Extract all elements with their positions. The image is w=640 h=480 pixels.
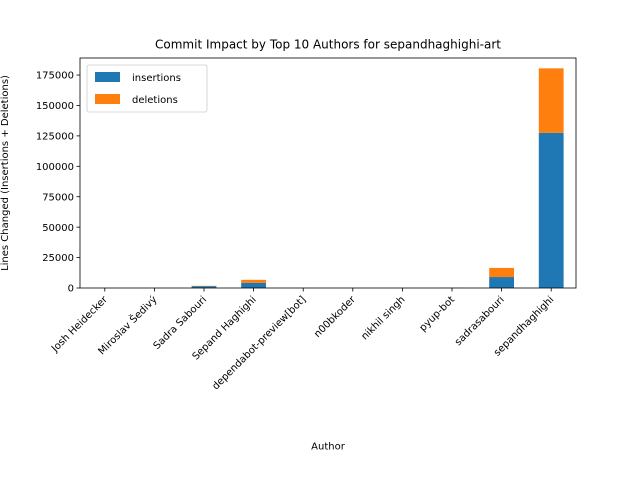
y-tick-label: 175000 bbox=[36, 71, 74, 82]
x-tick-label: sadrasabouri bbox=[453, 294, 507, 348]
y-tick-label: 100000 bbox=[36, 162, 74, 173]
legend-label-insertions: insertions bbox=[132, 73, 181, 84]
bar-insertions-2 bbox=[191, 286, 217, 288]
y-tick-label: 75000 bbox=[42, 192, 74, 203]
x-tick-label: Sadra Sabouri bbox=[152, 294, 210, 352]
y-tick-label: 150000 bbox=[36, 101, 74, 112]
bar-deletions-8 bbox=[489, 267, 514, 278]
y-tick-label: 0 bbox=[68, 284, 74, 295]
x-tick-label: dependabot-preview[bot] bbox=[210, 294, 308, 392]
bar-insertions-8 bbox=[489, 277, 514, 288]
bar-insertions-9 bbox=[538, 132, 564, 288]
x-tick-label: n00bkoder bbox=[312, 294, 358, 340]
bars-group bbox=[92, 68, 564, 288]
y-tick-label: 25000 bbox=[42, 253, 74, 264]
legend-label-deletions: deletions bbox=[132, 95, 178, 106]
y-axis-label: Lines Changed (Insertions + Deletions) bbox=[0, 75, 11, 271]
legend: insertions deletions bbox=[86, 64, 208, 113]
legend-swatch-insertions bbox=[95, 72, 120, 82]
y-axis: 0 25000 50000 75000 100000 125000 150000 175000 bbox=[36, 71, 80, 295]
bar-insertions-3 bbox=[241, 282, 266, 288]
bar-deletions-9 bbox=[538, 68, 564, 133]
y-tick-label: 50000 bbox=[42, 223, 74, 234]
bar-deletions-3 bbox=[241, 279, 266, 283]
x-axis-label: Author bbox=[311, 442, 346, 453]
plot-frame bbox=[79, 57, 577, 289]
legend-swatch-deletions bbox=[95, 94, 120, 104]
chart-title: Commit Impact by Top 10 Authors for sepa… bbox=[155, 38, 501, 52]
x-tick-label: nikhil singh bbox=[359, 294, 407, 342]
x-tick-label: pyup-bot bbox=[418, 294, 458, 334]
y-tick-label: 125000 bbox=[36, 131, 74, 142]
